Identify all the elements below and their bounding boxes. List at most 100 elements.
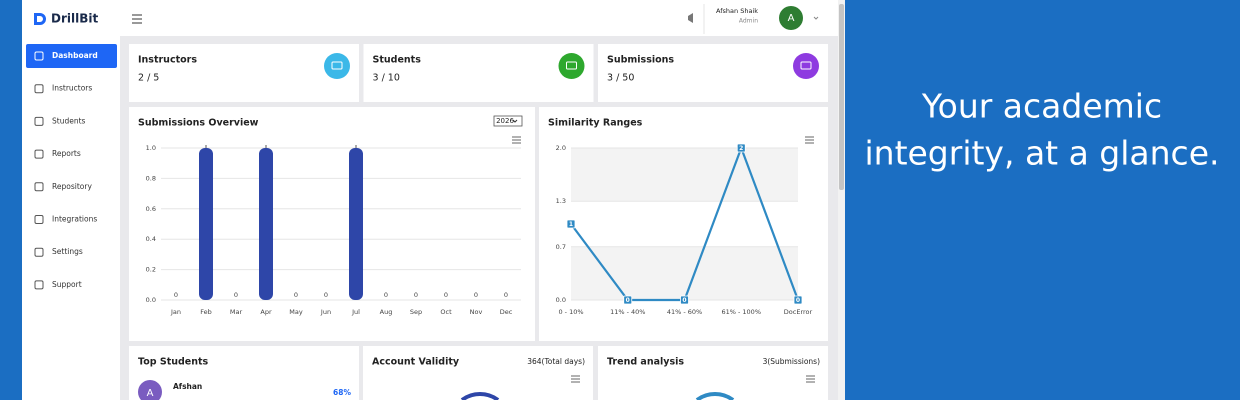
data-label: 0 — [294, 291, 298, 299]
card-title: Trend analysis — [607, 357, 684, 368]
nav-item[interactable]: Integrations — [52, 215, 97, 224]
data-label: 0 — [796, 297, 800, 304]
nav-active[interactable] — [26, 44, 117, 68]
nav-icon — [34, 215, 44, 224]
x-tick-label: Nov — [470, 308, 483, 316]
nav-icon — [34, 149, 44, 159]
x-tick-label: DocError — [784, 308, 813, 316]
data-label: 0 — [626, 297, 630, 304]
avatar-initial: A — [788, 13, 795, 24]
user-name: Afshan Shaik — [716, 7, 758, 15]
nav-item[interactable]: Instructors — [52, 84, 92, 93]
x-tick-label: 0 - 10% — [558, 308, 583, 316]
chart-title: Submissions Overview — [138, 118, 259, 129]
grid-band — [571, 246, 798, 300]
announce-icon[interactable] — [688, 13, 693, 23]
year-select-label: 2026 — [496, 117, 514, 125]
nav-item[interactable]: Reports — [52, 149, 81, 158]
brand: DrillBit — [51, 12, 98, 26]
data-label: 0 — [444, 291, 448, 299]
scrollbar — [838, 0, 845, 400]
stat-icon — [324, 53, 350, 79]
stat-card — [363, 44, 594, 102]
point — [623, 295, 633, 305]
scroll-thumb[interactable] — [839, 4, 844, 190]
card — [129, 107, 535, 341]
x-tick-label: Aug — [380, 308, 393, 316]
nav-item[interactable]: Dashboard — [52, 51, 98, 60]
student-name: Afshan — [173, 382, 202, 391]
stat-value: 2 / 5 — [138, 73, 159, 84]
card — [363, 346, 593, 400]
point — [793, 295, 803, 305]
student-initial: A — [147, 388, 154, 399]
x-tick-label: 41% - 60% — [667, 308, 702, 316]
point — [566, 219, 576, 229]
card-title: Top Students — [138, 357, 209, 368]
chart-menu[interactable] — [805, 136, 814, 144]
data-label: 0 — [324, 291, 328, 299]
card — [598, 346, 828, 400]
card-note: 3(Submissions) — [763, 357, 821, 366]
x-tick-label: Jul — [351, 308, 360, 316]
select-caret — [512, 119, 518, 123]
y-tick-label: 1.3 — [556, 197, 566, 205]
x-tick-label: Dec — [500, 308, 513, 316]
data-label: 0 — [174, 291, 178, 299]
nav-icon — [34, 280, 44, 290]
y-tick-label: 0.7 — [556, 243, 566, 251]
x-tick-label: May — [289, 308, 303, 316]
chart-menu[interactable] — [512, 136, 521, 144]
user-role: Admin — [739, 18, 758, 25]
x-tick-label: Feb — [200, 308, 212, 316]
x-tick-label: Apr — [260, 308, 272, 316]
data-label: 2 — [739, 145, 743, 152]
stat-icon-glyph — [566, 61, 577, 70]
y-tick-label: 0.6 — [146, 205, 156, 213]
donut-edge — [460, 392, 500, 400]
card-menu[interactable] — [806, 375, 815, 383]
stat-icon-glyph — [331, 61, 343, 70]
x-tick-label: 11% - 40% — [610, 308, 645, 316]
year-select[interactable] — [493, 115, 523, 127]
bar — [349, 148, 363, 300]
data-label: 0 — [414, 291, 418, 299]
topbar — [120, 0, 838, 36]
stat-card — [598, 44, 828, 102]
y-tick-label: 2.0 — [556, 144, 566, 152]
tagline: integrity, at a glance. — [864, 134, 1219, 173]
bar — [259, 148, 273, 300]
y-tick-label: 0.2 — [146, 266, 156, 274]
donut-edge — [695, 392, 735, 400]
y-tick-label: 0.0 — [556, 296, 566, 304]
stat-icon-glyph — [800, 61, 812, 70]
nav-item[interactable]: Support — [52, 280, 82, 289]
nav-item[interactable]: Students — [52, 116, 86, 125]
avatar[interactable] — [779, 6, 803, 30]
stat-title: Instructors — [138, 55, 197, 66]
card-menu[interactable] — [571, 375, 580, 383]
nav-icon — [34, 247, 44, 257]
grid-band — [571, 148, 798, 202]
stat-icon — [793, 53, 819, 79]
menu-icon[interactable] — [132, 14, 142, 24]
y-tick-label: 0.8 — [146, 174, 156, 182]
x-tick-label: Sep — [410, 308, 422, 316]
y-tick-label: 1.0 — [146, 144, 156, 152]
data-label: 1 — [569, 221, 573, 228]
card-title: Account Validity — [372, 357, 460, 368]
nav-item[interactable]: Settings — [52, 247, 83, 256]
point — [736, 143, 746, 153]
data-label: 0 — [682, 297, 686, 304]
nav-item[interactable]: Repository — [52, 182, 92, 191]
caret[interactable] — [813, 16, 819, 20]
student-avatar — [138, 380, 162, 400]
nav-icon — [34, 182, 44, 192]
data-label: 0 — [234, 291, 238, 299]
logo — [34, 13, 46, 25]
point — [680, 295, 689, 305]
stat-card — [129, 44, 359, 102]
data-label: 0 — [474, 291, 478, 299]
